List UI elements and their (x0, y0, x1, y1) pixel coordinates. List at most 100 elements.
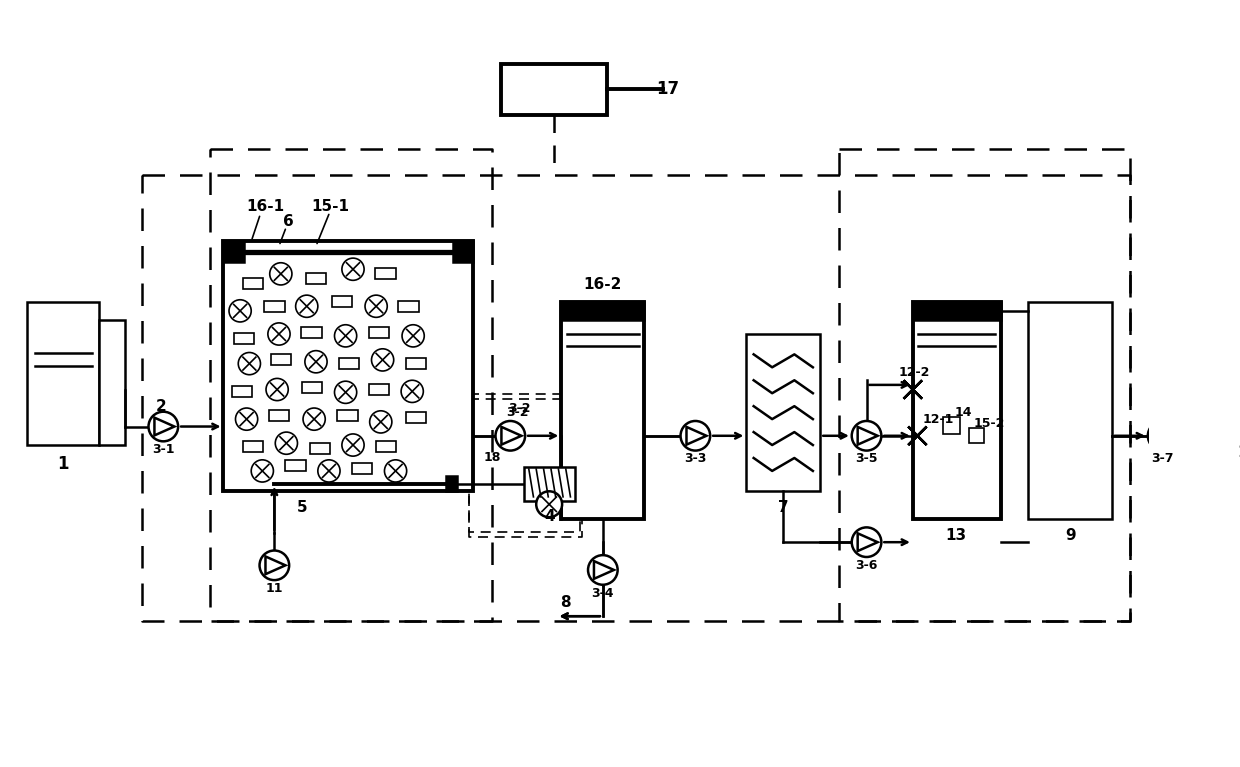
Bar (405, 358, 427, 369)
Text: 6: 6 (283, 214, 294, 229)
Bar (99, 320, 125, 445)
Polygon shape (687, 427, 707, 445)
Circle shape (267, 378, 288, 400)
Bar (398, 301, 419, 312)
Polygon shape (908, 426, 926, 445)
Circle shape (303, 408, 325, 430)
Circle shape (588, 555, 618, 584)
Bar (285, 460, 306, 471)
Circle shape (1148, 421, 1178, 450)
Bar (405, 412, 427, 423)
Text: 8: 8 (560, 595, 572, 610)
Polygon shape (265, 556, 285, 574)
Polygon shape (904, 380, 923, 399)
Bar (525, 467, 575, 501)
Bar (27, 301, 99, 445)
Bar (913, 301, 1001, 519)
Text: 17: 17 (656, 80, 680, 98)
Circle shape (335, 324, 357, 347)
Text: 13: 13 (946, 528, 967, 543)
Text: 12-1: 12-1 (923, 413, 954, 426)
Text: 4: 4 (544, 509, 554, 524)
Circle shape (496, 421, 525, 450)
Bar (223, 242, 474, 492)
Circle shape (295, 295, 317, 318)
Circle shape (536, 492, 562, 517)
Bar (232, 386, 252, 397)
Bar (301, 327, 321, 337)
Bar (233, 333, 254, 344)
Circle shape (335, 381, 357, 403)
Bar (376, 268, 396, 279)
Text: 16-1: 16-1 (246, 199, 284, 214)
Text: 12-2: 12-2 (899, 367, 930, 380)
Circle shape (402, 324, 424, 347)
Bar (352, 463, 372, 474)
Circle shape (236, 408, 258, 430)
Circle shape (252, 460, 274, 482)
Text: 3-1: 3-1 (153, 443, 175, 456)
Text: 3-5: 3-5 (856, 453, 878, 466)
Text: 14: 14 (955, 407, 972, 419)
Bar (501, 64, 608, 115)
Bar (445, 476, 456, 492)
Text: 2: 2 (156, 399, 167, 413)
Circle shape (681, 421, 711, 450)
Text: 3-2: 3-2 (506, 407, 529, 419)
Bar (303, 382, 322, 393)
Bar (368, 327, 389, 337)
Polygon shape (858, 427, 878, 445)
Text: 15-2: 15-2 (973, 417, 1006, 430)
Circle shape (149, 412, 179, 441)
Circle shape (852, 421, 882, 450)
Circle shape (372, 349, 394, 371)
Circle shape (342, 258, 365, 280)
Polygon shape (1153, 427, 1174, 445)
Polygon shape (858, 533, 878, 551)
Text: 3-7: 3-7 (1152, 453, 1174, 466)
Bar (562, 301, 645, 519)
Circle shape (342, 434, 365, 456)
Circle shape (229, 300, 252, 322)
Bar (270, 354, 291, 365)
Text: 15-1: 15-1 (311, 199, 348, 214)
Text: 3-3: 3-3 (684, 453, 707, 466)
Bar (562, 301, 645, 320)
Text: 9: 9 (1065, 528, 1075, 543)
Circle shape (384, 460, 407, 482)
Bar (310, 443, 330, 454)
Bar (944, 417, 960, 434)
Bar (306, 273, 326, 284)
Circle shape (238, 353, 260, 375)
Circle shape (259, 551, 289, 580)
Polygon shape (155, 418, 175, 436)
Circle shape (305, 351, 327, 373)
Polygon shape (501, 427, 521, 445)
Circle shape (401, 380, 423, 403)
Bar (264, 301, 284, 312)
Bar (243, 441, 263, 453)
Text: 10: 10 (1238, 445, 1240, 460)
Bar (746, 334, 821, 492)
Bar (243, 278, 263, 288)
Bar (453, 242, 474, 262)
Polygon shape (594, 561, 614, 579)
Bar (269, 410, 289, 421)
Text: 18: 18 (484, 452, 501, 465)
Circle shape (852, 528, 882, 557)
Text: 3-2: 3-2 (508, 401, 531, 414)
Bar (1028, 301, 1112, 519)
Circle shape (317, 460, 340, 482)
Bar (337, 410, 357, 421)
Bar (1204, 315, 1240, 436)
Text: 16-2: 16-2 (584, 278, 622, 292)
Bar (339, 358, 360, 369)
Text: 3-4: 3-4 (591, 587, 614, 600)
Text: 3-6: 3-6 (856, 559, 878, 572)
Circle shape (365, 295, 387, 318)
Bar (970, 429, 985, 443)
Polygon shape (904, 380, 923, 399)
Circle shape (370, 411, 392, 433)
Polygon shape (908, 426, 926, 445)
Circle shape (270, 263, 291, 285)
